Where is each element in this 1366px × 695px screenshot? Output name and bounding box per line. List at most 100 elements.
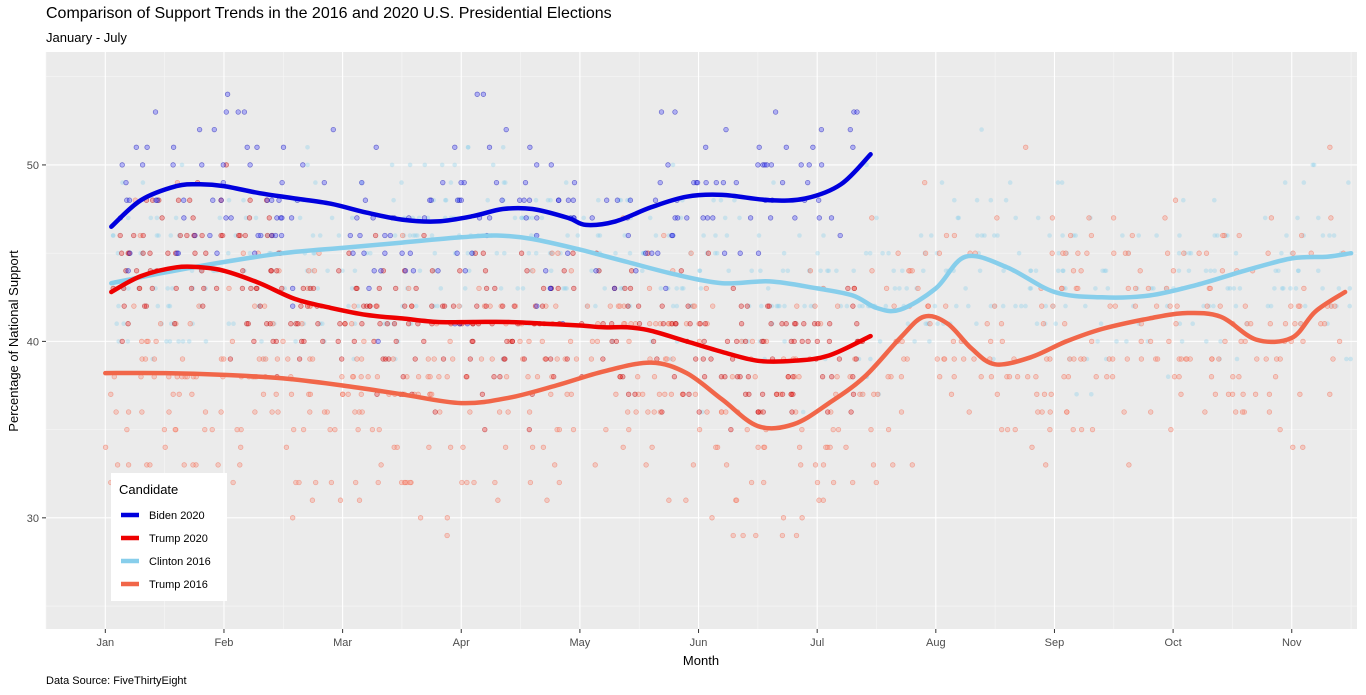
poll-point [1277,426,1283,433]
poll-point [371,338,377,345]
poll-point [125,268,131,274]
poll-point [1016,250,1022,256]
poll-point [963,286,968,291]
poll-point [745,374,752,380]
poll-point [502,444,509,450]
poll-point [739,338,745,345]
poll-point [837,232,843,239]
poll-point [435,303,440,309]
poll-point [651,409,657,415]
poll-point [788,391,794,397]
poll-point [700,215,706,221]
poll-point [1121,409,1127,415]
poll-point [724,233,730,238]
poll-point [1176,250,1182,256]
poll-point [269,409,275,415]
poll-point [670,356,676,362]
poll-point [697,268,703,274]
poll-point [766,303,772,309]
poll-point [539,215,545,221]
poll-point [118,250,125,256]
poll-point [890,462,896,468]
poll-point [159,215,165,221]
poll-point [834,374,840,380]
poll-point [405,321,412,327]
poll-point [297,215,303,221]
poll-point [470,338,476,345]
poll-point [486,144,493,150]
poll-point [1153,303,1160,309]
poll-point [353,285,359,292]
poll-point [783,321,789,327]
poll-point [164,339,169,344]
poll-point [140,232,146,239]
poll-point [1028,268,1034,274]
poll-point [217,215,223,221]
poll-point [258,232,264,239]
poll-point [126,197,133,203]
poll-point [851,268,856,274]
poll-point [311,268,318,274]
poll-point [613,250,618,256]
poll-point [218,409,224,415]
poll-point [463,374,469,380]
poll-point [239,285,246,292]
poll-point [141,303,148,309]
poll-point [561,268,567,274]
x-tick-label: Jan [96,637,114,649]
poll-point [935,321,940,327]
poll-point [391,197,396,203]
poll-point [226,285,232,292]
poll-point [1050,303,1056,309]
poll-point [417,515,424,521]
poll-point [278,215,284,221]
poll-point [392,233,398,238]
poll-point [301,321,307,327]
poll-point [808,303,814,309]
poll-point [126,215,131,221]
poll-point [427,391,433,397]
poll-point [975,233,980,238]
poll-point [283,444,290,450]
poll-point [519,215,524,221]
x-tick-label: Mar [333,637,352,649]
poll-point [1033,268,1039,274]
poll-point [409,303,415,309]
poll-point [703,179,709,186]
poll-point [1055,180,1061,185]
poll-point [359,180,364,185]
poll-point [309,356,316,362]
poll-point [1035,409,1041,415]
poll-point [552,462,558,468]
poll-point [238,444,244,450]
poll-point [415,374,422,380]
poll-point [224,91,231,97]
poll-point [991,356,996,362]
poll-point [1047,409,1053,415]
poll-point [268,268,274,274]
poll-point [764,162,770,168]
poll-point [820,462,827,468]
poll-point [192,232,198,239]
poll-point [988,338,994,345]
trend-line-clinton-2016 [109,233,1354,314]
poll-point [683,321,690,327]
poll-point [152,109,159,115]
poll-point [245,321,251,327]
poll-point [817,321,824,327]
poll-point [1028,268,1033,274]
poll-point [235,109,241,115]
poll-point [604,197,610,203]
poll-point [147,250,153,256]
poll-point [1244,321,1250,327]
poll-point [1233,409,1239,415]
poll-point [1125,285,1131,292]
poll-point [190,286,196,291]
poll-point [568,391,574,397]
poll-point [1071,233,1076,238]
poll-point [358,374,364,380]
poll-point [756,233,762,238]
poll-point [1034,321,1040,327]
poll-point [742,338,749,345]
poll-point [181,462,187,468]
